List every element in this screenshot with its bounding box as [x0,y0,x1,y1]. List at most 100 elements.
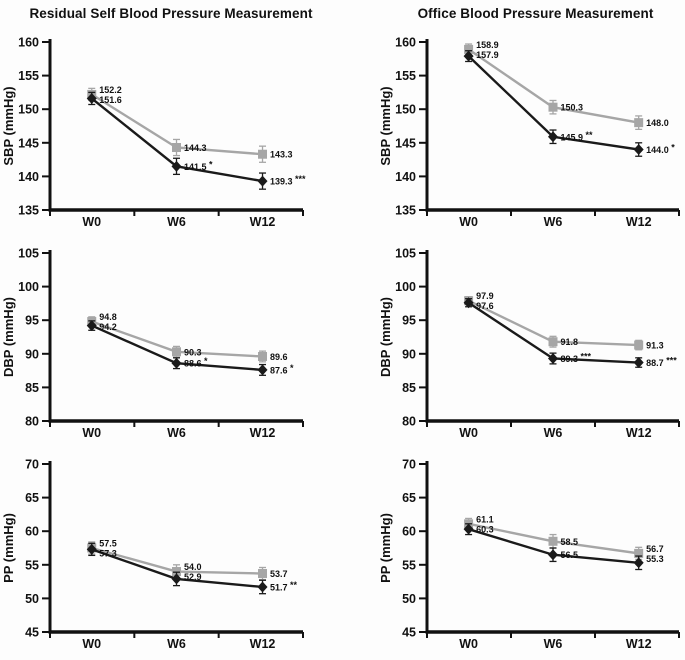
x-tick-label: W12 [250,637,276,651]
y-tick-label: 95 [402,314,416,328]
chart-residual-pp: 45 50 55 60 65 70 W0 W6 W12 PP (mmHg) 57.557.3 54.0… [1,458,304,651]
y-tick-label: 50 [25,592,39,606]
y-tick-label: 45 [402,626,416,640]
data-point-marker [258,351,268,361]
y-tick-label: 80 [25,415,39,429]
data-point-label: 157.9 [476,50,499,60]
y-tick-label: 90 [402,347,416,361]
data-point-label: 54.0 [184,562,202,572]
data-point-label: 87.6 * [270,363,294,376]
y-tick-label: 65 [402,491,416,505]
y-tick-label: 95 [25,314,39,328]
y-tick-label: 135 [395,204,416,218]
y-axis-title: DBP (mmHg) [1,297,16,377]
data-point-label: 57.3 [99,549,117,559]
data-point-label: 53.7 [270,569,288,579]
y-tick-label: 140 [395,170,416,184]
y-tick-label: 85 [25,381,39,395]
y-axis-title: PP (mmHg) [1,513,16,583]
y-tick-label: 145 [18,136,39,150]
chart-office-sbp: 135 140 145 150 155 160 W0 W6 W12 SBP (mmHg) 158.9… [378,36,680,229]
y-tick-label: 105 [395,247,416,261]
left-column-title: Residual Self Blood Pressure Measurement [29,5,313,21]
data-point-marker [463,523,474,535]
y-tick-label: 55 [402,558,416,572]
x-tick-label: W12 [626,215,652,229]
y-tick-label: 85 [402,381,416,395]
data-point-label: 139.3 *** [270,174,306,187]
x-tick-label: W12 [250,215,276,229]
y-axis-title: SBP (mmHg) [1,86,16,165]
chart-residual-dbp: 80 85 90 95 100 105 W0 W6 W12 DBP (mmHg) 94.894.2 9… [1,247,304,440]
data-point-label: 152.2 [99,85,122,95]
data-point-label: 148.0 [646,118,669,128]
y-tick-label: 100 [18,280,39,294]
y-tick-label: 100 [395,280,416,294]
data-point-label: 58.5 [561,537,579,547]
y-tick-label: 150 [395,103,416,117]
data-point-label: 94.8 [99,312,117,322]
data-point-label: 91.8 [561,337,579,347]
data-point-marker [86,543,97,555]
y-tick-label: 55 [25,558,39,572]
data-point-marker [171,573,182,585]
data-point-label: 94.2 [99,322,117,332]
data-point-marker [171,160,182,172]
data-point-label: 144.3 [184,143,207,153]
data-point-marker [257,581,268,593]
y-tick-label: 105 [18,247,39,261]
y-tick-label: 60 [25,525,39,539]
data-point-label: 52.9 [184,572,202,582]
y-axis-title: SBP (mmHg) [378,86,393,165]
y-tick-label: 135 [18,204,39,218]
data-point-label: 51.7 ** [270,580,298,593]
x-tick-label: W12 [626,426,652,440]
data-point-label: 150.3 [561,103,584,113]
x-tick-label: W6 [544,426,563,440]
data-point-marker [548,131,558,143]
data-point-label: 144.0 * [646,143,675,156]
data-point-marker [86,92,97,104]
y-axis-title: DBP (mmHg) [378,297,393,377]
data-point-label: 89.6 [270,352,288,362]
y-tick-label: 70 [402,458,416,472]
right-column-title: Office Blood Pressure Measurement [417,5,654,21]
data-point-marker [257,175,268,187]
y-tick-label: 60 [402,525,416,539]
y-tick-label: 160 [395,36,416,50]
data-point-marker [634,340,644,350]
x-tick-label: W12 [250,426,276,440]
x-tick-label: W0 [82,637,101,651]
data-point-marker [463,50,474,62]
data-point-label: 90.3 [184,347,202,357]
data-point-marker [548,337,558,347]
y-axis-title: PP (mmHg) [378,513,393,583]
y-tick-label: 155 [395,69,416,83]
x-tick-label: W6 [167,426,186,440]
data-point-label: 158.9 [476,40,499,50]
charts-grid: 135 140 145 150 155 160 W0 W6 W12 SBP (mmHg) 152.2… [0,26,685,660]
y-tick-label: 70 [25,458,39,472]
data-point-label: 61.1 [476,514,494,524]
y-tick-label: 50 [402,592,416,606]
chart-office-pp: 45 50 55 60 65 70 W0 W6 W12 PP (mmHg) 61.160.3 58.5… [378,458,680,651]
y-tick-label: 80 [402,415,416,429]
data-point-marker [463,297,474,309]
data-point-marker [172,567,181,577]
x-tick-label: W6 [544,637,563,651]
data-point-label: 151.6 [99,95,122,105]
x-tick-label: W0 [82,426,101,440]
data-point-marker [548,102,558,112]
data-point-label: 56.5 [561,550,579,560]
data-point-label: 60.3 [476,524,494,534]
data-point-marker [258,149,268,159]
data-point-marker [633,557,644,569]
x-tick-label: W6 [167,215,186,229]
data-point-label: 55.3 [646,554,664,564]
y-tick-label: 155 [18,69,39,83]
y-tick-label: 45 [25,626,39,640]
data-point-label: 56.7 [646,544,664,554]
y-tick-label: 65 [25,491,39,505]
data-point-marker [257,364,268,376]
